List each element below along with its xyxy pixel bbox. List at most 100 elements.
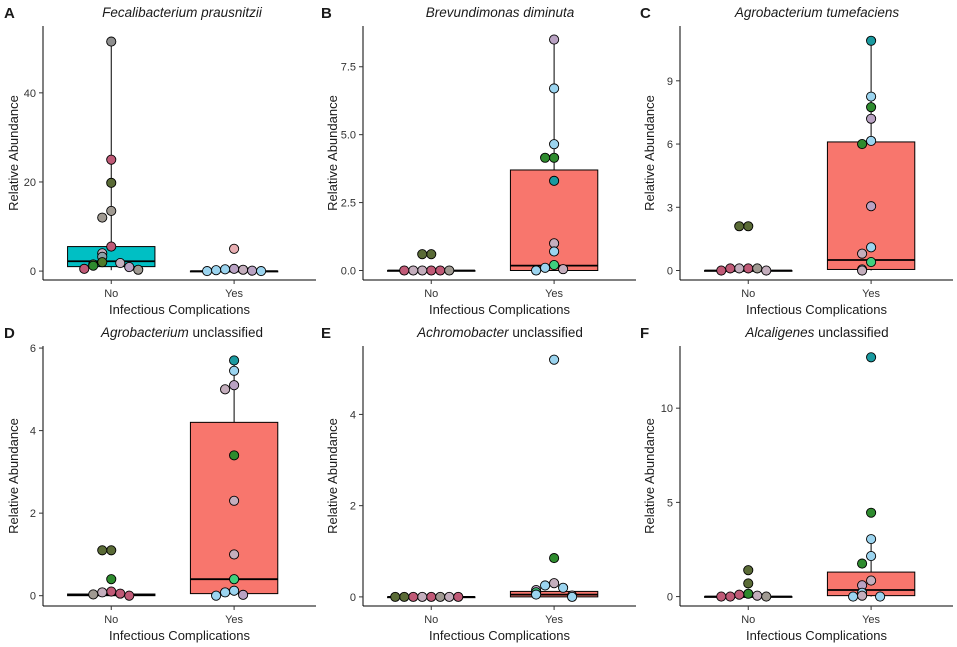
panel-title: Alcaligenes unclassified bbox=[744, 325, 888, 340]
x-tick-label: No bbox=[741, 614, 755, 626]
panel-title: Brevundimonas diminuta bbox=[426, 5, 575, 20]
data-point bbox=[220, 587, 231, 598]
data-point bbox=[229, 585, 240, 596]
data-point bbox=[866, 242, 877, 253]
data-point bbox=[220, 264, 231, 275]
x-axis-title: Infectious Complications bbox=[746, 302, 887, 317]
data-point bbox=[549, 175, 560, 186]
panel-letter: D bbox=[4, 325, 15, 342]
panel-e: E Achromobacter unclassified 0 2 4 No Yes Infec… bbox=[321, 325, 636, 643]
data-point bbox=[247, 265, 258, 276]
data-point bbox=[857, 248, 868, 259]
data-point bbox=[866, 534, 877, 545]
panel-title-rest: unclassified bbox=[189, 325, 263, 340]
y-tick-label: 0 bbox=[30, 266, 36, 278]
data-point bbox=[229, 263, 240, 274]
data-point bbox=[743, 578, 754, 589]
data-point bbox=[124, 262, 135, 273]
data-point bbox=[435, 591, 446, 602]
boxplot-yes bbox=[826, 538, 916, 597]
data-point bbox=[716, 265, 727, 276]
data-point bbox=[857, 558, 868, 569]
x-axis-title: Infectious Complications bbox=[109, 302, 250, 317]
data-point bbox=[229, 495, 240, 506]
panel-title: Achromobacter unclassified bbox=[416, 325, 583, 340]
x-tick-label: No bbox=[104, 288, 118, 300]
data-point bbox=[540, 152, 551, 163]
data-point bbox=[531, 265, 542, 276]
data-point bbox=[866, 35, 877, 46]
panel-title-italic: Brevundimonas diminuta bbox=[426, 5, 575, 20]
data-point bbox=[549, 34, 560, 45]
data-point bbox=[238, 264, 249, 275]
data-point bbox=[417, 591, 428, 602]
data-point bbox=[866, 201, 877, 212]
data-point bbox=[866, 575, 877, 586]
x-tick-label: No bbox=[104, 614, 118, 626]
x-tick-label: Yes bbox=[862, 288, 880, 300]
data-point bbox=[743, 588, 754, 599]
panel-b: B Brevundimonas diminuta 0.0 2.5 5.0 7.5 No Yes… bbox=[321, 5, 636, 317]
panel-title-rest: unclassified bbox=[814, 325, 888, 340]
data-point bbox=[549, 83, 560, 94]
panel-c: C Agrobacterium tumefaciens 0 3 6 9 No Yes Infec… bbox=[640, 5, 953, 317]
data-point bbox=[79, 263, 90, 274]
x-tick-label: Yes bbox=[545, 614, 563, 626]
y-tick-label: 40 bbox=[24, 88, 36, 100]
data-point bbox=[256, 266, 267, 277]
data-point bbox=[725, 591, 736, 602]
y-tick-label: 5.0 bbox=[341, 130, 356, 142]
data-point bbox=[211, 590, 222, 601]
data-point bbox=[106, 586, 117, 597]
data-point bbox=[229, 549, 240, 560]
panel-title-italic: Achromobacter bbox=[416, 325, 509, 340]
panel-f: F Alcaligenes unclassified 0 5 10 No Yes Infect… bbox=[640, 325, 953, 643]
y-tick-label: 0.0 bbox=[341, 265, 356, 277]
data-point bbox=[220, 384, 231, 395]
panel-title-italic: Agrobacterium tumefaciens bbox=[734, 5, 900, 20]
y-tick-label: 7.5 bbox=[341, 62, 356, 74]
data-point bbox=[106, 177, 117, 188]
data-point bbox=[124, 590, 135, 601]
data-point bbox=[97, 545, 108, 556]
data-point bbox=[549, 246, 560, 257]
data-point bbox=[229, 380, 240, 391]
box-iqr bbox=[189, 421, 279, 595]
panel-letter: B bbox=[321, 5, 332, 22]
x-tick-label: No bbox=[424, 614, 438, 626]
y-tick-label: 4 bbox=[350, 409, 356, 421]
data-point bbox=[540, 580, 551, 591]
data-point bbox=[558, 582, 569, 593]
data-point bbox=[875, 591, 886, 602]
data-point bbox=[734, 221, 745, 232]
y-axis-title: Relative Abundance bbox=[325, 418, 340, 534]
data-point bbox=[88, 589, 99, 600]
data-point bbox=[417, 265, 428, 276]
data-point bbox=[435, 265, 446, 276]
panel-title-italic: Alcaligenes bbox=[744, 325, 814, 340]
data-point bbox=[567, 591, 578, 602]
boxplot-yes bbox=[826, 40, 916, 271]
y-axis-title: Relative Abundance bbox=[6, 418, 21, 534]
data-point bbox=[866, 257, 877, 268]
boxplot-yes bbox=[509, 590, 599, 598]
data-point bbox=[453, 591, 464, 602]
y-tick-label: 2 bbox=[30, 508, 36, 520]
data-point bbox=[106, 154, 117, 165]
data-point bbox=[549, 260, 560, 271]
panel-title-rest: unclassified bbox=[509, 325, 583, 340]
x-tick-label: Yes bbox=[862, 614, 880, 626]
data-point bbox=[857, 138, 868, 150]
data-point bbox=[761, 591, 772, 602]
panel-title-italic: Agrobacterium bbox=[100, 325, 189, 340]
panel-letter: C bbox=[640, 5, 651, 22]
y-axis-title: Relative Abundance bbox=[6, 95, 21, 211]
panel-title: Agrobacterium tumefaciens bbox=[734, 5, 900, 20]
x-tick-label: Yes bbox=[225, 288, 243, 300]
x-tick-label: No bbox=[424, 288, 438, 300]
data-point bbox=[97, 587, 108, 598]
data-point bbox=[229, 243, 240, 254]
y-tick-label: 0 bbox=[667, 266, 673, 278]
data-point bbox=[133, 264, 144, 275]
